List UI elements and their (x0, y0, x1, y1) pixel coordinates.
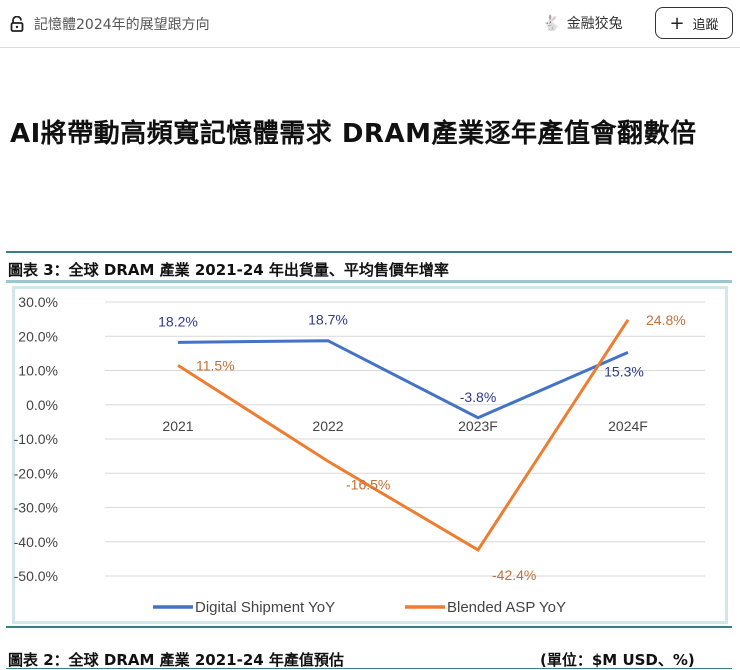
figure3-caption: 圖表 3：全球 DRAM 產業 2021-24 年出貨量、平均售價年增率 (8, 261, 449, 279)
legend-label: Blended ASP YoY (447, 599, 566, 616)
y-tick-label: -20.0% (14, 465, 58, 481)
figure2-unit: (單位：$M USD、%) (540, 651, 695, 669)
follow-label: 追蹤 (692, 17, 719, 33)
divider (6, 668, 732, 669)
x-tick-label: 2024F (608, 418, 648, 434)
legend-label: Digital Shipment YoY (195, 599, 335, 616)
series-line-digital-shipment (177, 339, 629, 420)
top-bar: 記憶體2024年的展望跟方向 🐇 金融狡兔 + 追蹤 (0, 0, 740, 48)
y-tick-label: -30.0% (14, 500, 58, 516)
data-label: -3.8% (460, 389, 497, 405)
x-tick-label: 2023F (458, 418, 498, 434)
x-tick-label: 2021 (162, 418, 193, 434)
x-tick-label: 2022 (312, 418, 343, 434)
divider (6, 251, 732, 253)
breadcrumb[interactable]: 記憶體2024年的展望跟方向 (34, 17, 210, 33)
y-tick-label: 0.0% (26, 397, 58, 413)
brand-name: 金融狡兔 (566, 16, 623, 32)
figure2-caption: 圖表 2：全球 DRAM 產業 2021-24 年產值預估 (8, 651, 344, 669)
rabbit-logo-icon: 🐇 (542, 14, 561, 32)
lock-icon (10, 16, 24, 32)
data-label: 15.3% (604, 363, 644, 379)
brand-link[interactable]: 🐇 金融狡兔 (542, 13, 623, 33)
divider (6, 626, 732, 628)
data-label: 18.7% (308, 312, 348, 328)
series-line-blended-asp (177, 318, 630, 552)
y-tick-label: 30.0% (18, 294, 58, 310)
y-tick-label: -50.0% (14, 568, 58, 584)
follow-button[interactable]: + 追蹤 (655, 7, 733, 39)
article-title: AI將帶動高頻寬記憶體需求 DRAM產業逐年產值會翻數倍 (10, 119, 697, 149)
data-label: 11.5% (196, 357, 235, 373)
line-chart: 30.0% 20.0% 10.0% 0.0% -10.0% -20.0% -30.0% -40… (14, 294, 705, 616)
plus-icon: + (669, 12, 685, 34)
data-label: 24.8% (646, 312, 686, 328)
divider (6, 280, 732, 283)
chart-frame (12, 286, 728, 624)
y-tick-label: 10.0% (18, 363, 58, 379)
y-tick-label: -40.0% (14, 534, 58, 550)
y-tick-label: -10.0% (14, 431, 58, 447)
data-label: -16.5% (346, 476, 390, 492)
y-tick-label: 20.0% (18, 328, 58, 344)
data-label: -42.4% (492, 567, 536, 583)
data-label: 18.2% (158, 313, 198, 329)
